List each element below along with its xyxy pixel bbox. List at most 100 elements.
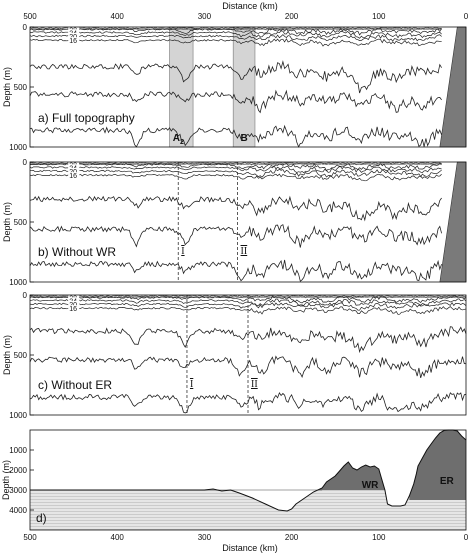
top-axis-title: Distance (km) — [222, 1, 278, 11]
isotherm-contours — [29, 27, 442, 148]
y-tick-label: 0 — [23, 23, 28, 32]
y-tick-label: 2000 — [9, 466, 27, 475]
panel-c-frame — [29, 294, 467, 416]
y-tick-label: 500 — [14, 351, 28, 360]
contour-line — [29, 38, 442, 47]
isotherm-label-bg — [68, 172, 80, 180]
contour-line — [29, 34, 442, 42]
bottom-topography — [30, 429, 467, 530]
topography-line — [30, 429, 467, 512]
coast-wedge — [439, 26, 467, 148]
contour-line — [29, 124, 442, 148]
contour-line — [29, 60, 442, 94]
ridge-er — [409, 430, 466, 500]
isotherm-label: 16 — [69, 38, 77, 45]
x-tick-label: 200 — [285, 12, 299, 21]
y-tick-label: 1000 — [9, 143, 27, 152]
region-label-wr: WR — [362, 480, 379, 491]
panel-d: 1000 2000 3000 4000 WR ER d) Depth (m) — [1, 429, 467, 531]
isotherm-label-bg — [68, 168, 80, 175]
x-tick-label: 400 — [111, 12, 125, 21]
panel-a: A2 B 28242016 0 500 1000 a) Full topography… — [2, 23, 467, 152]
panel-c-label: c) Without ER — [38, 378, 112, 392]
band-label: A2 — [173, 133, 184, 146]
surface-contour-line — [29, 28, 442, 31]
isotherm-label-bg — [68, 33, 80, 40]
contour-line — [29, 30, 442, 39]
band-label-subscript: 2 — [180, 139, 184, 146]
y-axis-title: Depth (m) — [2, 67, 12, 107]
y-tick-label: 3000 — [9, 486, 27, 495]
y-tick-label: 1000 — [9, 411, 27, 420]
isotherm-label-bg — [68, 301, 80, 308]
isotherm-labels: 28242016 — [68, 161, 80, 180]
y-tick-label: 500 — [14, 218, 28, 227]
surface-contour-line — [30, 162, 442, 164]
dashed-marker-label: II — [251, 379, 258, 390]
y-axis-title: Depth (m) — [2, 335, 12, 375]
x-tick-label: 0 — [464, 12, 469, 21]
isotherm-label-bg — [68, 297, 80, 305]
contour-line — [29, 259, 442, 282]
dashed-marker-label: II — [241, 246, 248, 257]
coast-shape — [439, 161, 467, 283]
band-label: B — [240, 133, 247, 144]
surface-contour-line — [29, 162, 442, 165]
x-tick-label: 100 — [372, 533, 386, 542]
y-tick-label: 1000 — [9, 446, 27, 455]
contour-line — [29, 306, 467, 315]
x-tick-label: 300 — [198, 533, 212, 542]
dashed-markers: I II — [186, 295, 258, 415]
isotherm-label-bg — [68, 305, 80, 313]
y-tick-label: 500 — [14, 83, 28, 92]
dashed-marker-label: I — [181, 246, 184, 257]
contour-line — [29, 355, 467, 379]
isotherm-contours — [29, 162, 442, 282]
y-tick-label: 4000 — [9, 506, 27, 515]
contour-line — [29, 168, 442, 178]
isotherm-labels: 28242016 — [68, 26, 80, 45]
ridge-wr — [313, 430, 392, 490]
y-tick-label: 0 — [23, 291, 28, 300]
x-tick-label: 100 — [372, 12, 386, 21]
x-tick-label: 500 — [23, 533, 37, 542]
x-tick-label: 400 — [111, 533, 125, 542]
surface-contour-line — [30, 27, 442, 30]
x-tick-label: 300 — [198, 12, 212, 21]
contour-line — [29, 89, 442, 114]
contour-line — [29, 27, 442, 36]
isotherm-label: 16 — [69, 306, 77, 313]
panel-b-frame — [29, 161, 467, 283]
bottom-axis-title: Distance (km) — [222, 543, 278, 553]
surface-contour-line — [29, 163, 442, 166]
isotherm-label: 16 — [69, 173, 77, 180]
coast-wedge — [439, 161, 467, 283]
x-tick-label: 200 — [285, 533, 299, 542]
contour-line — [29, 195, 442, 222]
y-tick-label: 1000 — [9, 278, 27, 287]
isotherm-label-bg — [68, 37, 80, 45]
region-label-er: ER — [440, 476, 455, 487]
y-axis-title: Depth (m) — [1, 460, 11, 500]
panel-a-frame — [29, 26, 467, 148]
contour-line — [29, 224, 442, 248]
x-tick-label: 0 — [464, 533, 469, 542]
dashed-markers: I II — [177, 162, 248, 282]
contour-line — [29, 173, 442, 182]
y-tick-labels: 1000 2000 3000 4000 — [9, 446, 34, 515]
panel-a-label: a) Full topography — [38, 111, 135, 125]
top-x-tick-labels: 500 400 300 200 100 0 — [23, 12, 468, 21]
x-tick-label: 500 — [23, 12, 37, 21]
panel-d-label: d) — [36, 511, 47, 525]
isotherm-label-bg — [68, 164, 80, 172]
coast-shape — [439, 26, 467, 148]
shaded-band — [232, 26, 256, 148]
isotherm-label-bg — [68, 29, 80, 37]
dashed-marker-label: I — [190, 379, 193, 390]
bottom-x-tick-labels: 500 400 300 200 100 0 — [23, 533, 468, 542]
contour-line — [29, 165, 442, 174]
panel-d-frame — [29, 429, 467, 531]
